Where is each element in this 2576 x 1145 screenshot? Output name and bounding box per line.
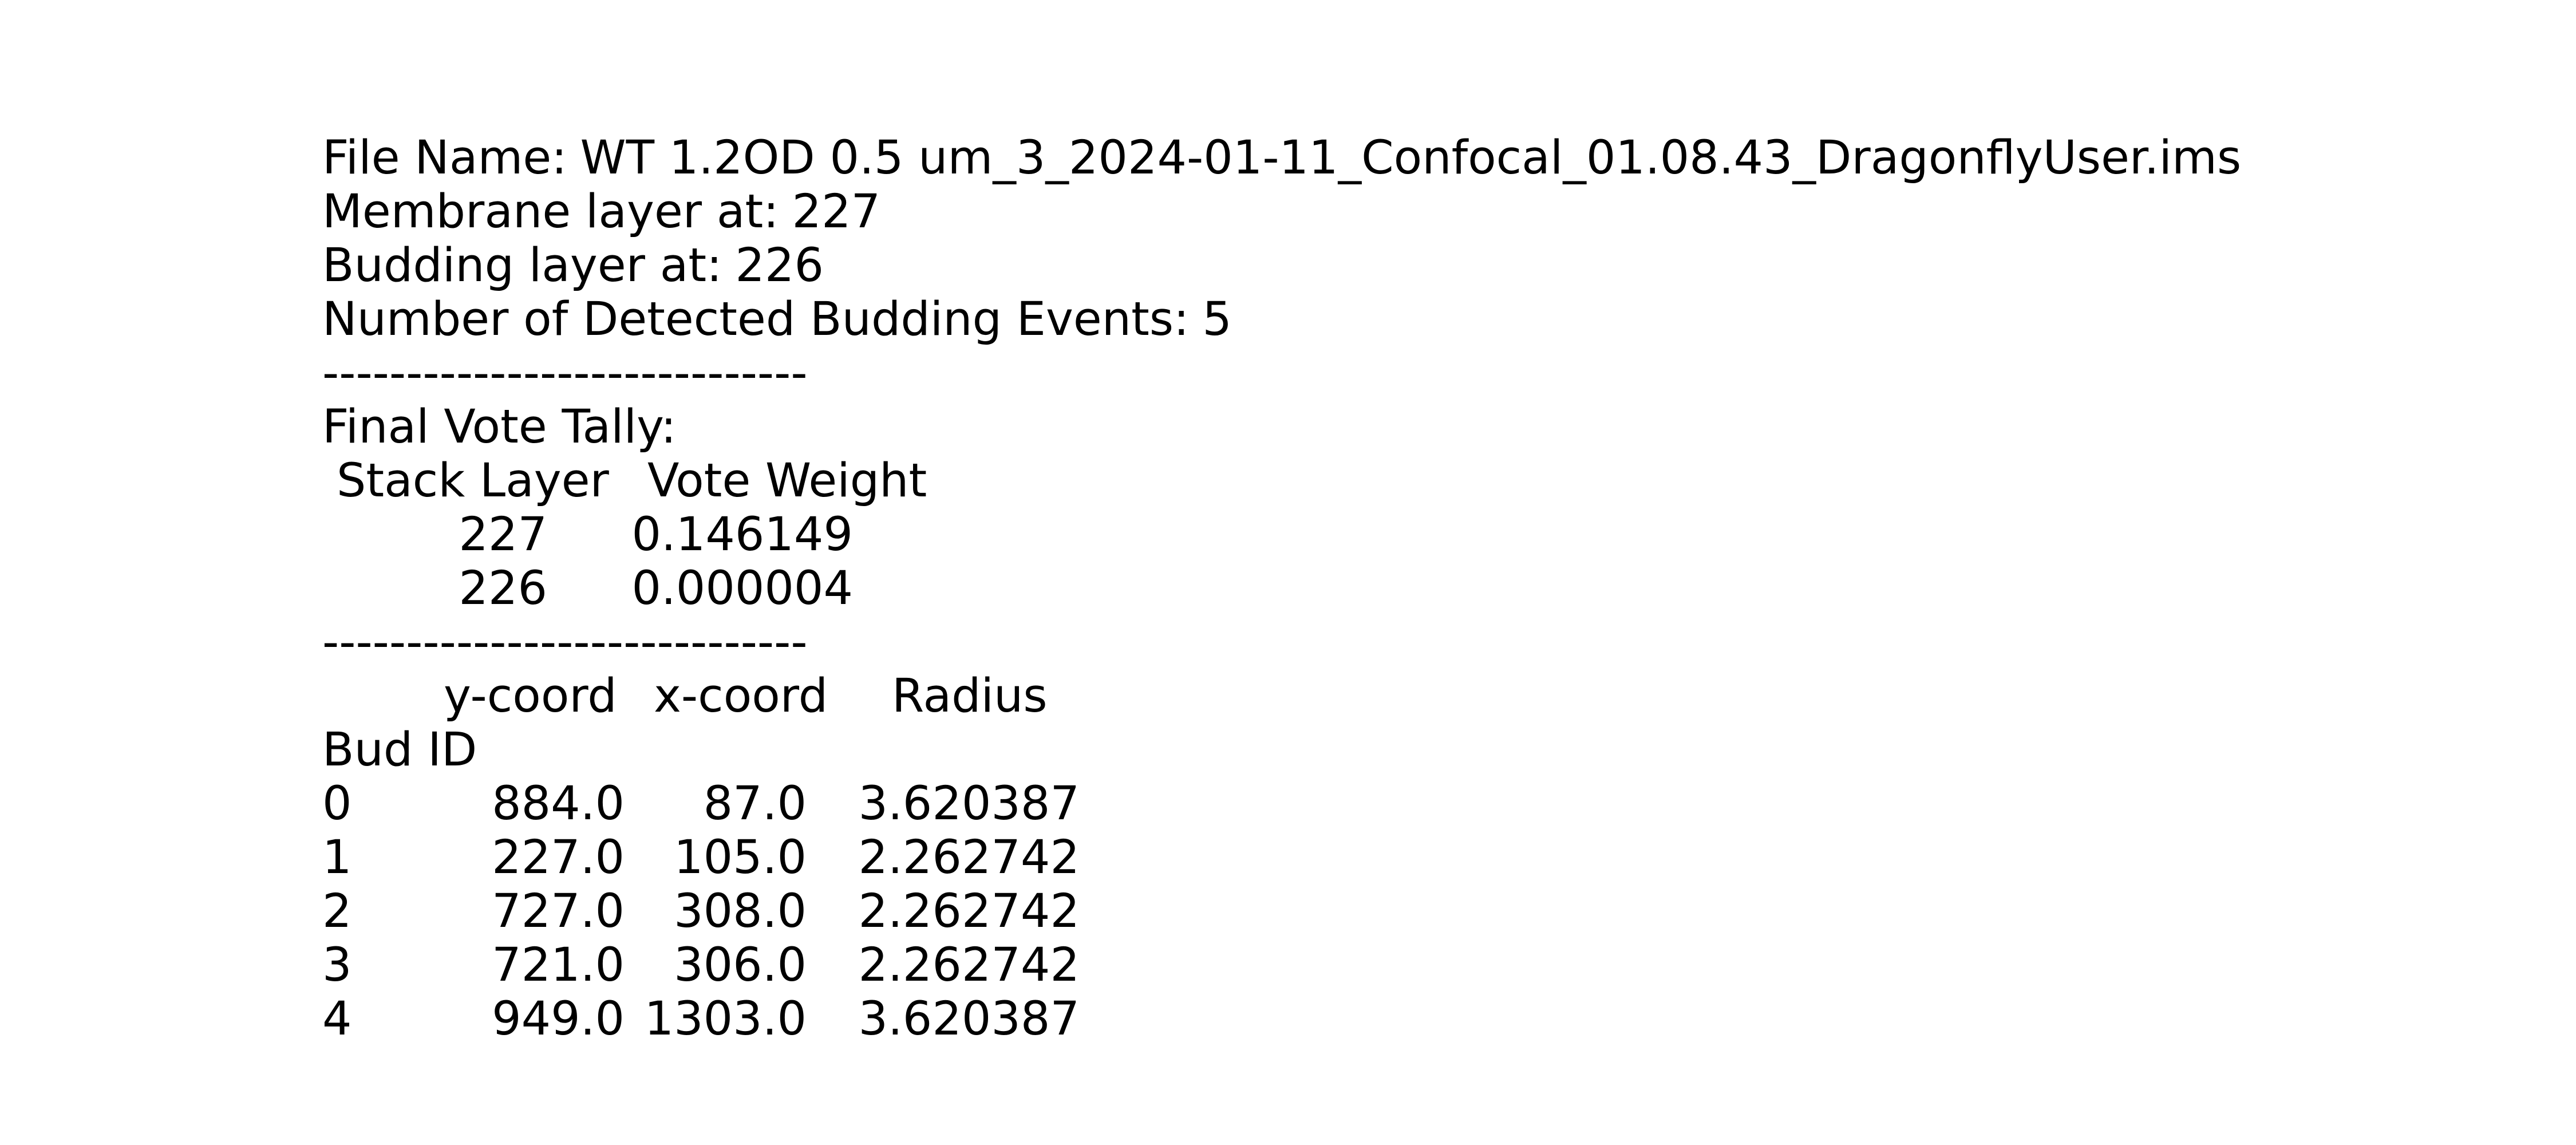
info-value: WT 1.2OD 0.5 um_3_2024-01-11_Confocal_01… bbox=[580, 131, 2242, 185]
table-cell: 721.0 bbox=[492, 938, 625, 992]
table-cell: 949.0 bbox=[492, 992, 625, 1046]
table-cell: 0.146149 bbox=[631, 508, 854, 562]
table-cell: 2.262742 bbox=[858, 885, 1080, 938]
column-header: Stack Layer bbox=[337, 454, 609, 508]
table-cell: 2.262742 bbox=[858, 831, 1080, 885]
info-label: Membrane layer at: bbox=[322, 185, 779, 239]
table-cell: 227 bbox=[459, 508, 547, 562]
table-cell: 308.0 bbox=[674, 885, 807, 938]
info-value: 5 bbox=[1202, 293, 1232, 346]
table-title: Final Vote Tally: bbox=[322, 400, 677, 454]
column-header: y-coord bbox=[444, 669, 617, 723]
table-cell: 3.620387 bbox=[858, 992, 1080, 1046]
column-header: Vote Weight bbox=[647, 454, 927, 508]
table-cell: 3.620387 bbox=[858, 777, 1080, 831]
info-label: Budding layer at: bbox=[322, 239, 722, 293]
table-cell: 105.0 bbox=[674, 831, 807, 885]
index-name: Bud ID bbox=[322, 723, 477, 777]
row-index: 0 bbox=[322, 777, 352, 831]
row-index: 1 bbox=[322, 831, 352, 885]
column-header: Radius bbox=[892, 669, 1048, 723]
table-cell: 306.0 bbox=[674, 938, 807, 992]
info-value: 227 bbox=[792, 185, 881, 239]
column-header: x-coord bbox=[654, 669, 828, 723]
info-value: 226 bbox=[735, 239, 824, 293]
row-index: 4 bbox=[322, 992, 352, 1046]
table-cell: 87.0 bbox=[703, 777, 807, 831]
table-cell: 227.0 bbox=[492, 831, 625, 885]
table-cell: 884.0 bbox=[492, 777, 625, 831]
table-cell: 727.0 bbox=[492, 885, 625, 938]
table-cell: 226 bbox=[459, 562, 547, 615]
info-label: Number of Detected Budding Events: bbox=[322, 293, 1190, 346]
table-cell: 0.000004 bbox=[631, 562, 854, 615]
separator: ----------------------------- bbox=[322, 615, 808, 669]
separator: ----------------------------- bbox=[322, 346, 808, 400]
info-label: File Name: bbox=[322, 131, 567, 185]
table-cell: 1303.0 bbox=[644, 992, 807, 1046]
row-index: 2 bbox=[322, 885, 352, 938]
row-index: 3 bbox=[322, 938, 352, 992]
table-cell: 2.262742 bbox=[858, 938, 1080, 992]
